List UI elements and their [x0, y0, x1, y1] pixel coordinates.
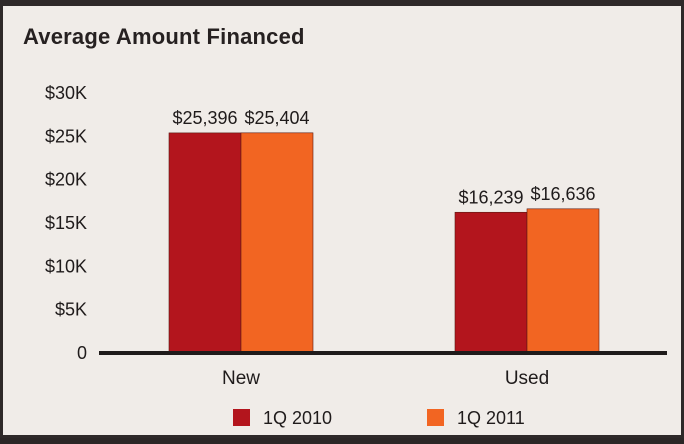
data-label: $16,239	[458, 187, 523, 207]
bar-chart: 0 $5K $10K $15K $20K $25K $30K $25,396 $16,239 $2…	[45, 83, 667, 428]
y-tick-label: $30K	[45, 83, 87, 103]
legend-swatch	[427, 409, 444, 426]
category-label: Used	[505, 368, 549, 389]
legend-swatch	[233, 409, 250, 426]
data-label: $25,396	[172, 108, 237, 128]
y-tick-label: $20K	[45, 170, 87, 190]
data-label: $16,636	[530, 184, 595, 204]
y-tick-label: 0	[77, 343, 87, 363]
chart-title: Average Amount Financed	[23, 24, 305, 49]
bar	[240, 132, 314, 354]
y-tick-label: $15K	[45, 213, 87, 233]
category-label: New	[222, 368, 260, 389]
legend-label: 1Q 2010	[263, 408, 332, 428]
bar	[454, 211, 528, 354]
legend-label: 1Q 2011	[457, 408, 525, 428]
bar	[526, 208, 600, 354]
bar	[168, 132, 242, 354]
y-tick-label: $5K	[55, 300, 87, 320]
data-label: $25,404	[244, 108, 309, 128]
y-tick-label: $10K	[45, 256, 87, 276]
y-tick-label: $25K	[45, 126, 87, 146]
